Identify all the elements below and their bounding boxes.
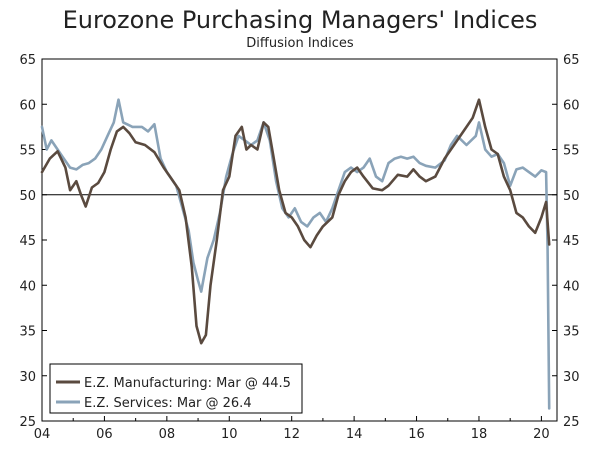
series-group	[40, 98, 551, 410]
y-tick-label-left: 65	[19, 53, 36, 68]
x-tick-label: 14	[346, 427, 363, 442]
legend: E.Z. Manufacturing: Mar @ 44.5 E.Z. Servi…	[49, 363, 303, 414]
y-tick-label-left: 60	[19, 98, 36, 113]
x-tick-label: 10	[221, 427, 238, 442]
y-tick-label-left: 55	[19, 144, 36, 159]
x-tick-label: 16	[408, 427, 425, 442]
x-tick-label: 12	[283, 427, 300, 442]
x-tick-label: 20	[533, 427, 550, 442]
y-tick-label-right: 65	[563, 53, 580, 68]
legend-box	[49, 363, 303, 414]
x-tick-label: 08	[159, 427, 176, 442]
chart-subtitle: Diffusion Indices	[246, 36, 354, 51]
x-tick-label: 06	[96, 427, 113, 442]
y-tick-label-right: 45	[563, 234, 580, 249]
y-tick-label-left: 50	[19, 189, 36, 204]
y-tick-label-left: 45	[19, 234, 36, 249]
legend-label-e-z-manufacturing: E.Z. Manufacturing: Mar @ 44.5	[84, 376, 291, 391]
y-tick-label-left: 25	[19, 415, 36, 430]
y-tick-label-right: 30	[563, 370, 580, 385]
x-tick-label: 04	[34, 427, 51, 442]
chart-title: Eurozone Purchasing Managers' Indices	[62, 6, 538, 34]
legend-label-e-z-services: E.Z. Services: Mar @ 26.4	[84, 396, 252, 411]
axes: 25 25 30 30 35 35 40 40 45 45 50 50 55 55 60 60 65 65 04 06…	[19, 53, 579, 442]
series-line-e-z-services	[40, 98, 551, 410]
y-tick-label-right: 40	[563, 279, 580, 294]
y-tick-label-right: 25	[563, 415, 580, 430]
y-tick-label-right: 50	[563, 189, 580, 204]
y-tick-label-left: 40	[19, 279, 36, 294]
y-tick-label-right: 55	[563, 144, 580, 159]
x-tick-label: 18	[471, 427, 488, 442]
y-tick-label-right: 35	[563, 325, 580, 340]
series-line-e-z-manufacturing	[40, 98, 551, 345]
y-tick-label-right: 60	[563, 98, 580, 113]
y-tick-label-left: 35	[19, 325, 36, 340]
y-tick-label-left: 30	[19, 370, 36, 385]
